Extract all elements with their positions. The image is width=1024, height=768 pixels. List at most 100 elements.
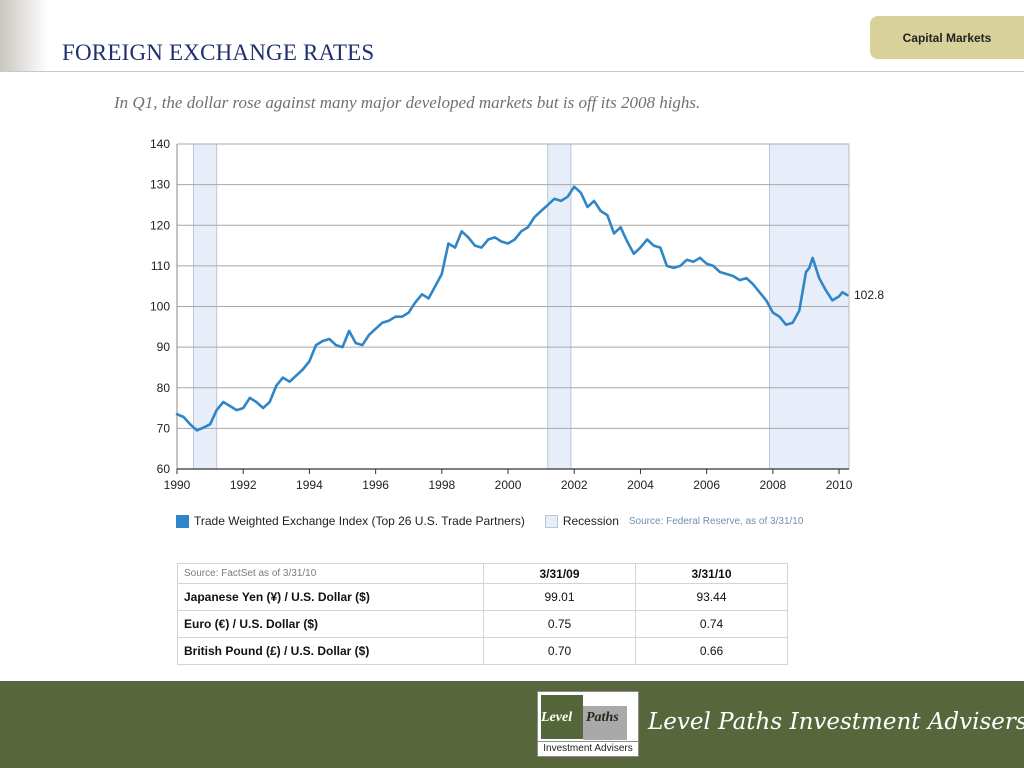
table-cell: 0.74 xyxy=(635,610,788,638)
x-tick-label: 2004 xyxy=(627,478,654,492)
data-point xyxy=(846,294,849,296)
data-point xyxy=(546,204,549,206)
data-point xyxy=(487,238,489,241)
table-cell: 0.75 xyxy=(483,610,636,638)
x-tick-label: 2000 xyxy=(495,478,522,492)
data-point xyxy=(599,210,602,212)
data-point xyxy=(593,200,595,202)
data-point xyxy=(619,226,622,229)
data-point xyxy=(712,265,715,267)
header-gradient xyxy=(0,0,48,72)
data-point xyxy=(441,273,443,275)
data-point xyxy=(560,200,562,202)
data-point xyxy=(301,368,304,371)
header-divider xyxy=(0,71,1024,72)
data-point xyxy=(606,214,609,216)
slide-title: FOREIGN EXCHANGE RATES xyxy=(62,40,375,65)
data-point xyxy=(520,230,523,233)
data-point xyxy=(434,285,437,287)
data-point xyxy=(778,315,781,318)
data-point xyxy=(421,293,423,296)
data-point xyxy=(838,295,840,298)
x-tick-label: 1992 xyxy=(230,478,257,492)
x-tick-label: 1990 xyxy=(164,478,191,492)
data-point xyxy=(315,344,317,346)
data-point xyxy=(414,301,417,304)
data-point xyxy=(196,429,198,432)
x-tick-label: 2006 xyxy=(693,478,720,492)
data-point xyxy=(725,273,728,275)
data-point xyxy=(719,271,721,273)
data-point xyxy=(811,256,814,259)
data-point xyxy=(533,216,536,218)
row-label: Euro (€) / U.S. Dollar ($) xyxy=(177,610,484,638)
slide-subtitle: In Q1, the dollar rose against many majo… xyxy=(114,93,701,112)
data-point xyxy=(692,261,695,263)
data-point xyxy=(407,311,410,314)
y-tick-label: 120 xyxy=(150,218,170,232)
data-point xyxy=(841,291,844,294)
logo-tagline: Investment Advisers xyxy=(538,741,638,754)
chart-axes xyxy=(176,144,850,474)
data-point xyxy=(659,246,662,249)
data-point xyxy=(394,315,397,318)
table-source-note: Source: FactSet as of 3/31/10 xyxy=(177,563,484,584)
data-point xyxy=(202,426,205,429)
data-point xyxy=(229,405,231,407)
x-tick-label: 1998 xyxy=(428,478,455,492)
data-point xyxy=(805,271,807,273)
data-point xyxy=(672,267,675,269)
data-point xyxy=(639,246,642,249)
data-point xyxy=(626,240,629,243)
series-line-trade-weighted-index xyxy=(175,185,849,432)
data-point xyxy=(785,323,787,326)
legend-recession-swatch xyxy=(544,514,558,528)
footer-bar xyxy=(0,681,1024,768)
data-point xyxy=(242,407,245,409)
x-tick-label: 2002 xyxy=(561,478,588,492)
data-point xyxy=(480,246,483,249)
legend-line-swatch xyxy=(176,514,189,528)
series-layer xyxy=(175,185,849,432)
data-point xyxy=(738,279,741,281)
data-point xyxy=(493,236,496,239)
data-point xyxy=(666,265,668,267)
data-point xyxy=(705,263,708,265)
data-point xyxy=(831,299,834,302)
fx-rates-table: Source: FactSet as of 3/31/10 3/31/09 3/… xyxy=(177,563,788,665)
data-point xyxy=(646,238,648,241)
data-point xyxy=(580,191,582,194)
data-point xyxy=(222,401,225,403)
data-point xyxy=(282,376,284,379)
data-point xyxy=(235,409,238,411)
data-point xyxy=(613,232,615,235)
end-value-label: 102.8 xyxy=(854,288,884,302)
legend-label-index: Trade Weighted Exchange Index (Top 26 U.… xyxy=(194,514,525,528)
y-tick-label: 80 xyxy=(157,381,171,395)
data-point xyxy=(474,244,476,247)
data-point xyxy=(540,210,542,212)
data-point xyxy=(586,206,589,208)
tick-labels: 60 70 80 90 100 110 120 130 140 1990 1992 1994 1996 1… xyxy=(150,137,884,492)
data-point xyxy=(573,185,576,188)
data-point xyxy=(454,246,456,249)
data-point xyxy=(699,256,701,259)
data-point xyxy=(527,226,529,229)
table-row: Japanese Yen (¥) / U.S. Dollar ($) 99.01… xyxy=(177,583,788,611)
data-point xyxy=(791,321,794,324)
data-point xyxy=(447,242,450,245)
y-tick-label: 90 xyxy=(157,340,171,354)
section-tab-capital-markets[interactable]: Capital Markets xyxy=(870,16,1024,59)
data-point xyxy=(295,374,297,377)
data-point xyxy=(808,267,811,269)
data-point xyxy=(679,265,681,267)
company-logo: Level Paths Investment Advisers xyxy=(537,691,639,757)
x-tick-label: 1994 xyxy=(296,478,323,492)
data-point xyxy=(758,291,761,294)
y-tick-label: 130 xyxy=(150,178,170,192)
data-point xyxy=(249,397,251,399)
chart-legend: Trade Weighted Exchange Index (Top 26 U.… xyxy=(176,512,803,530)
exchange-index-chart: 60 70 80 90 100 110 120 130 140 1990 1992 1994 1996 1… xyxy=(150,137,884,492)
data-point xyxy=(268,401,271,403)
data-point xyxy=(732,275,734,277)
